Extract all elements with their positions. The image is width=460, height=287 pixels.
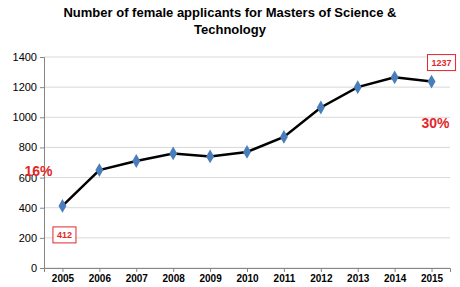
marker xyxy=(428,75,436,89)
x-tick: 2008 xyxy=(163,268,186,284)
x-tick-mark xyxy=(284,268,285,272)
y-tick: 1000 xyxy=(13,111,44,123)
marker xyxy=(169,147,177,161)
marker xyxy=(243,145,251,159)
x-tick-mark xyxy=(395,268,396,272)
marker xyxy=(280,130,288,144)
y-tick-mark xyxy=(40,268,44,269)
grid-line xyxy=(44,237,450,238)
x-tick: 2012 xyxy=(310,268,333,284)
x-tick: 2006 xyxy=(89,268,112,284)
x-tick: 2005 xyxy=(52,268,75,284)
y-tick-mark xyxy=(40,238,44,239)
grid-line xyxy=(44,207,450,208)
x-tick: 2007 xyxy=(126,268,149,284)
y-tick-label: 200 xyxy=(19,232,37,244)
grid-line xyxy=(44,117,450,118)
x-tick-label: 2011 xyxy=(274,273,296,284)
x-tick: 2010 xyxy=(236,268,259,284)
line xyxy=(62,77,431,206)
data-label-frame xyxy=(53,227,76,243)
marker xyxy=(391,70,399,84)
marker xyxy=(95,163,103,177)
y-tick: 400 xyxy=(19,202,44,214)
marker xyxy=(354,80,362,94)
marker xyxy=(132,154,140,168)
title: Number of female applicants for Masters … xyxy=(63,5,396,37)
y-tick-label: 1400 xyxy=(13,51,37,63)
grid-line xyxy=(44,177,450,178)
y-tick: 1200 xyxy=(13,81,44,93)
y-tick-mark xyxy=(40,117,44,118)
y-tick-mark xyxy=(40,147,44,148)
grid xyxy=(44,57,450,268)
marker xyxy=(206,150,214,164)
x-tick-mark xyxy=(173,268,174,272)
data-label: 412 xyxy=(57,230,72,240)
x-tick: 2014 xyxy=(384,268,407,284)
x-axis-line xyxy=(45,269,451,273)
y-tick-mark xyxy=(40,57,44,58)
x-tick-mark xyxy=(247,268,248,272)
x-tick-label: 2013 xyxy=(347,273,370,284)
y-tick: 800 xyxy=(19,141,44,153)
marker xyxy=(58,199,66,213)
x-tick: 2013 xyxy=(347,268,370,284)
grid-line xyxy=(44,57,450,58)
grid-line xyxy=(44,87,450,88)
x-tick-mark xyxy=(99,268,100,272)
x-tick-label: 2006 xyxy=(89,273,112,284)
x-tick: 2009 xyxy=(199,268,222,284)
plot-marks xyxy=(58,70,435,212)
y-tick-mark xyxy=(40,87,44,88)
x-tick-mark xyxy=(210,268,211,272)
x-tick: 2011 xyxy=(274,268,296,284)
chart: Number of female applicants for Masters … xyxy=(0,0,460,287)
x-tick-mark xyxy=(321,268,322,272)
annotation: 16% xyxy=(24,163,53,179)
data-label: 1237 xyxy=(432,58,452,68)
x-tick-label: 2009 xyxy=(199,273,222,284)
y-tick-label: 400 xyxy=(19,202,37,214)
x-tick-label: 2005 xyxy=(52,273,75,284)
x-tick-mark xyxy=(432,268,433,272)
x-tick-mark xyxy=(62,268,63,272)
x-axis: 2005 2006 2007 2008 2009 2010 2011 2012 2013 2014… xyxy=(45,268,451,284)
marker xyxy=(317,101,325,115)
data-label-box: 1237 xyxy=(428,55,456,71)
annotation: 30% xyxy=(422,115,451,131)
data-label-box: 412 xyxy=(53,227,76,243)
y-tick: 1400 xyxy=(13,51,44,63)
y-tick-label: 0 xyxy=(31,262,37,274)
x-tick-mark xyxy=(358,268,359,272)
y-tick: 200 xyxy=(19,232,44,244)
x-tick-label: 2007 xyxy=(126,273,149,284)
x-tick: 2015 xyxy=(421,268,444,284)
x-tick-label: 2012 xyxy=(310,273,333,284)
y-tick-label: 1200 xyxy=(13,81,37,93)
x-tick-label: 2014 xyxy=(384,273,407,284)
y-tick: 0 xyxy=(31,262,44,274)
y-tick-label: 800 xyxy=(19,141,37,153)
x-tick-label: 2010 xyxy=(236,273,259,284)
y-tick-label: 1000 xyxy=(13,111,37,123)
y-tick-mark xyxy=(40,208,44,209)
data-label-frame xyxy=(428,55,456,71)
x-tick-label: 2008 xyxy=(163,273,186,284)
x-tick-mark xyxy=(136,268,137,272)
x-tick-label: 2015 xyxy=(421,273,444,284)
